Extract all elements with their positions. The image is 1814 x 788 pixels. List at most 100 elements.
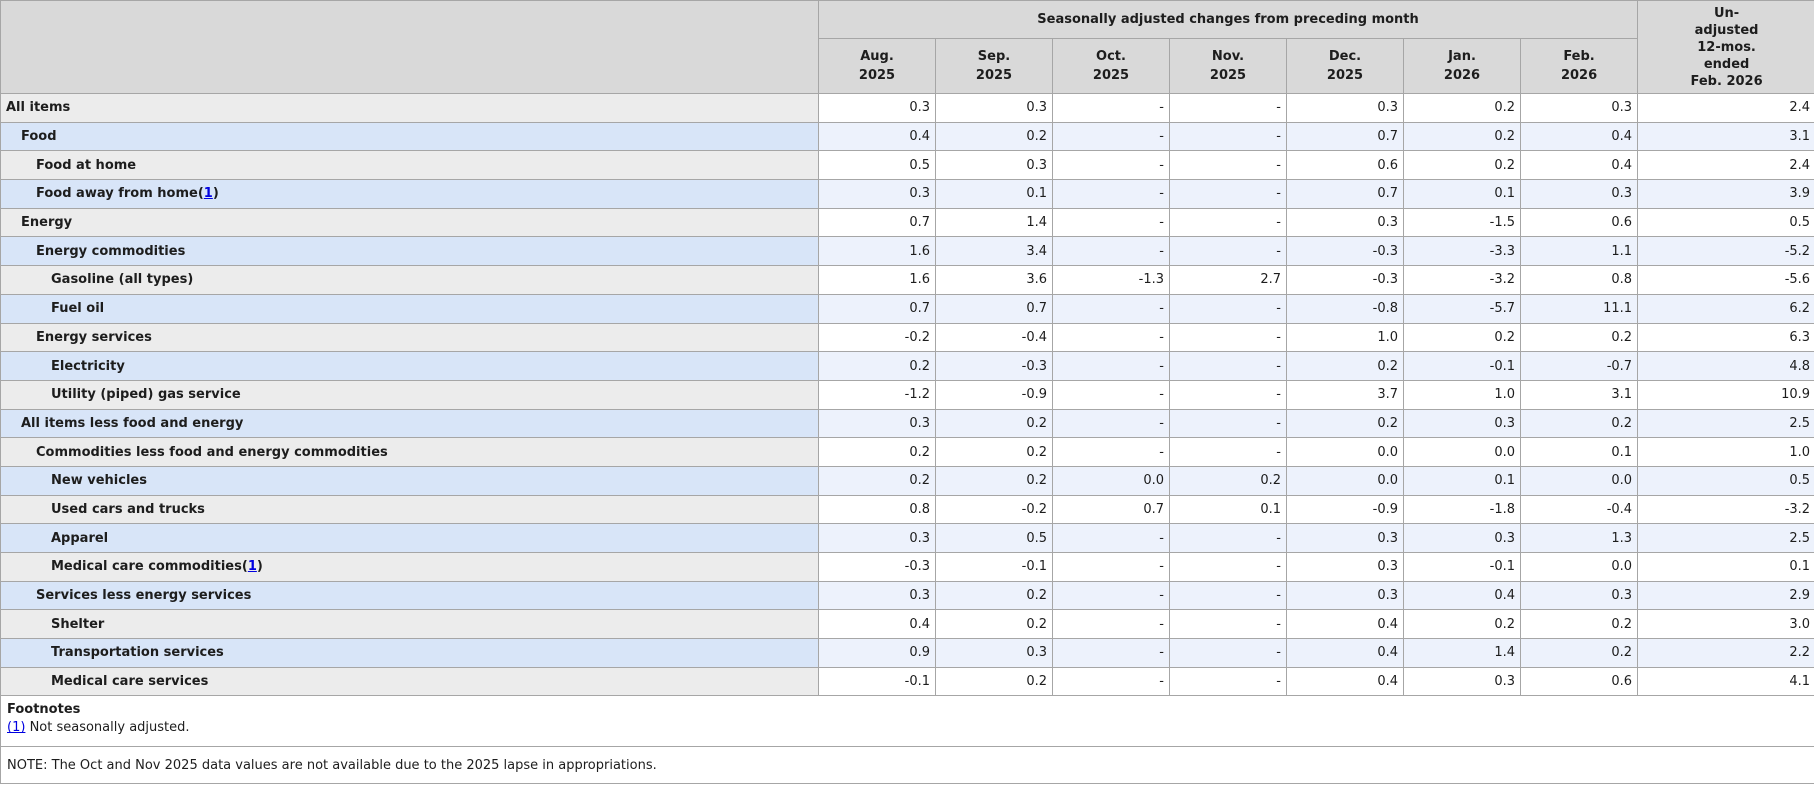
value-cell: -5.6 xyxy=(1637,265,1814,295)
value-cell: 0.7 xyxy=(818,207,936,238)
value-cell: -1.2 xyxy=(818,379,936,410)
value-cell: -0.1 xyxy=(935,552,1053,582)
value-cell: - xyxy=(1052,523,1170,553)
row-label: Utility (piped) gas service xyxy=(51,387,241,403)
row-label: Electricity xyxy=(51,358,125,374)
table-row: Energy commodities 1.6 3.4- - -0.3 -3.3 1.1 -5… xyxy=(0,236,1814,267)
value-cell: 0.4 xyxy=(1403,580,1521,611)
value-cell: - xyxy=(1052,351,1170,381)
value-cell: 0.4 xyxy=(1286,666,1404,697)
value-cell: - xyxy=(1169,322,1287,353)
group-header-cell: Seasonally adjusted changes from precedi… xyxy=(817,0,1639,39)
table-row: Used cars and trucks 0.8 -0.2 0.7 0.1 -0.9 -1… xyxy=(0,494,1814,525)
value-cell: -0.7 xyxy=(1519,351,1639,381)
value-cell: 0.1 xyxy=(1403,179,1521,209)
value-cell: 1.0 xyxy=(1637,437,1814,467)
value-cell: - xyxy=(1052,207,1170,238)
value-cell: 0.7 xyxy=(935,293,1053,324)
value-cell: 0.4 xyxy=(1286,638,1404,668)
value-cell: 0.2 xyxy=(1403,322,1521,353)
value-cell: - xyxy=(1169,552,1287,582)
value-cell: 0.2 xyxy=(935,609,1053,640)
value-cell: 3.1 xyxy=(1519,379,1639,410)
value-cell: - xyxy=(1169,179,1287,209)
table-row: Services less energy services 0.3 0.2- -0.… xyxy=(0,580,1814,611)
row-label: Gasoline (all types) xyxy=(51,272,194,288)
row-label: Services less energy services xyxy=(36,588,252,604)
footnote-ref-link[interactable]: 1 xyxy=(247,559,257,575)
month-abbr: Nov. xyxy=(1211,49,1245,64)
value-cell: -0.2 xyxy=(935,494,1053,525)
value-cell: 6.2 xyxy=(1637,293,1814,324)
value-cell: 0.3 xyxy=(1403,523,1521,553)
value-cell: 0.3 xyxy=(1286,552,1404,582)
table-row: Food 0.4 0.2- -0.7 0.2 0.4 3.1 xyxy=(0,121,1814,152)
month-year: 2025 xyxy=(975,68,1013,83)
table-row: Electricity 0.2 -0.3- -0.2 -0.1 -0.7 4.8 xyxy=(0,351,1814,381)
row-label-cell: All items less food and energy xyxy=(0,408,819,439)
value-cell: 0.2 xyxy=(818,465,936,496)
value-cell: -0.4 xyxy=(1519,494,1639,525)
row-label-cell: Food xyxy=(0,121,819,152)
value-cell: -3.3 xyxy=(1403,236,1521,267)
value-cell: 0.3 xyxy=(1519,580,1639,611)
row-label: Energy services xyxy=(36,329,152,345)
value-cell: 0.2 xyxy=(1519,638,1639,668)
table-row: New vehicles 0.2 0.2 0.0 0.2 0.0 0.1 0.0 0.5 xyxy=(0,465,1814,496)
value-cell: 0.4 xyxy=(1519,150,1639,181)
table-row: Food away from home(1) 0.3 0.1- -0.7 0.1 0.3… xyxy=(0,179,1814,209)
table-row: Medical care services -0.1 0.2- -0.4 0.3 0.6… xyxy=(0,666,1814,697)
table-row: Utility (piped) gas service -1.2 -0.9- -3.… xyxy=(0,379,1814,410)
corner-header-cell xyxy=(0,0,819,94)
value-cell: 0.2 xyxy=(1519,609,1639,640)
unadjusted-header-cell: Un- adjusted 12-mos. ended Feb. 2026 xyxy=(1637,0,1814,94)
value-cell: - xyxy=(1052,93,1170,123)
table-body: All items 0.3 0.3- -0.3 0.2 0.3 2.4 Food 0.4 0… xyxy=(0,93,1814,697)
value-cell: 2.4 xyxy=(1637,93,1814,123)
value-cell: 0.3 xyxy=(818,523,936,553)
value-cell: 4.1 xyxy=(1637,666,1814,697)
value-cell: 0.2 xyxy=(1403,93,1521,123)
value-cell: 0.3 xyxy=(1286,523,1404,553)
footnote-1-link[interactable]: (1) xyxy=(7,720,26,736)
value-cell: 0.5 xyxy=(818,150,936,181)
value-cell: 0.2 xyxy=(935,437,1053,467)
month-year: 2026 xyxy=(1560,68,1598,83)
value-cell: 0.3 xyxy=(818,408,936,439)
row-label-cell: Commodities less food and energy commodi… xyxy=(0,437,819,467)
value-cell: 2.5 xyxy=(1637,523,1814,553)
value-cell: 3.6 xyxy=(935,265,1053,295)
value-cell: 0.3 xyxy=(1403,408,1521,439)
value-cell: 0.4 xyxy=(818,121,936,152)
value-cell: 3.4 xyxy=(935,236,1053,267)
value-cell: 0.8 xyxy=(1519,265,1639,295)
row-label: Food away from home(1) xyxy=(36,186,219,202)
value-cell: 0.5 xyxy=(1637,465,1814,496)
footnotes-cell: Footnotes (1) Not seasonally adjusted. xyxy=(0,695,1814,748)
value-cell: -0.3 xyxy=(1286,265,1404,295)
value-cell: -1.3 xyxy=(1052,265,1170,295)
value-cell: 0.2 xyxy=(818,437,936,467)
value-cell: -1.5 xyxy=(1403,207,1521,238)
footnote-ref-link[interactable]: 1 xyxy=(203,186,213,202)
row-label-cell: Used cars and trucks xyxy=(0,494,819,525)
value-cell: 0.3 xyxy=(818,179,936,209)
value-cell: 0.3 xyxy=(1286,580,1404,611)
value-cell: 0.7 xyxy=(818,293,936,324)
value-cell: - xyxy=(1169,351,1287,381)
value-cell: - xyxy=(1169,293,1287,324)
note-cell: NOTE: The Oct and Nov 2025 data values a… xyxy=(0,746,1814,785)
table-header: Seasonally adjusted changes from precedi… xyxy=(0,0,1814,94)
month-abbr: Jan. xyxy=(1448,49,1476,64)
row-label: Medical care services xyxy=(51,674,209,690)
value-cell: 0.2 xyxy=(1286,408,1404,439)
value-cell: 0.2 xyxy=(1519,322,1639,353)
month-year: 2025 xyxy=(1092,68,1130,83)
row-label: Energy xyxy=(21,215,73,231)
value-cell: 0.4 xyxy=(818,609,936,640)
unadjusted-header-line: ended xyxy=(1703,56,1750,72)
row-label: Used cars and trucks xyxy=(51,501,205,517)
table-row: Commodities less food and energy commodi… xyxy=(0,437,1814,467)
